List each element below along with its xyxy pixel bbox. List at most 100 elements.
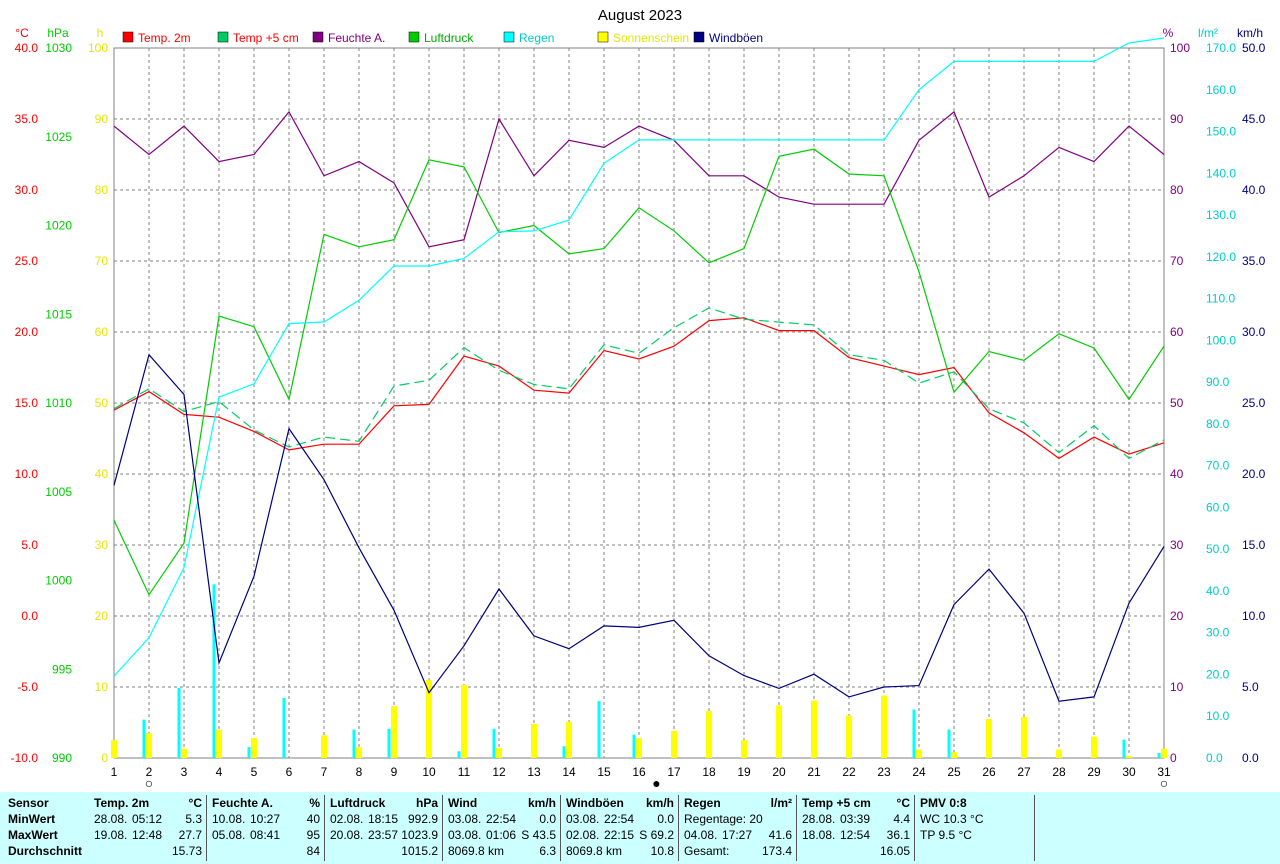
- sunshine-bar: [636, 738, 642, 758]
- stat-box-feuchte-a-: Feuchte A.% 10.08. 10:27 40 05.08. 08:41 95 84: [206, 795, 325, 861]
- stat-header: Wind km/h: [448, 795, 556, 811]
- stat-max-row: 04.08. 17:27 41.6: [684, 827, 792, 843]
- stat-value: 0.0: [657, 812, 674, 826]
- sunshine-bar: [146, 733, 152, 758]
- humidity-tick-label: 30: [1170, 538, 1184, 552]
- pressure-tick-label: 1000: [45, 574, 72, 588]
- rain-tick-label: 160.0: [1206, 83, 1236, 97]
- x-tick-label: 13: [527, 765, 541, 779]
- sunshine-bar: [741, 740, 747, 758]
- temp-unit-label: °C: [15, 26, 29, 40]
- row-label-sensor: Sensor: [8, 796, 49, 810]
- legend-label: Temp. 2m: [138, 31, 191, 45]
- x-tick-label: 1: [111, 765, 118, 779]
- stat-header: Windböen km/h: [566, 795, 674, 811]
- stat-unit: km/h: [527, 796, 556, 810]
- stat-value: S 43.5: [521, 828, 556, 842]
- stat-date: 05.08.: [212, 828, 246, 842]
- stat-date: 28.08.: [802, 812, 836, 826]
- sunshine-bar: [1021, 716, 1027, 758]
- stat-header: PMV 0:8: [920, 795, 1030, 811]
- humidity-tick-label: 100: [1170, 41, 1190, 55]
- stat-sensor-name: PMV 0:8: [920, 796, 967, 810]
- stat-header: Temp. 2m °C: [94, 795, 202, 811]
- pressure-unit-label: hPa: [47, 26, 69, 40]
- temp-tick-label: 25.0: [15, 254, 39, 268]
- x-tick-label: 10: [422, 765, 436, 779]
- pressure-tick-label: 1010: [45, 396, 72, 410]
- temp-tick-label: -5.0: [17, 680, 38, 694]
- stat-box-regen: Regen l/m² Regentage: 20 04.08. 17:27 41.6 Ges…: [678, 795, 797, 861]
- sunshine-bar: [111, 740, 117, 758]
- stat-date: 04.08.: [684, 828, 718, 842]
- pressure-tick-label: 995: [52, 662, 72, 676]
- rain-tick-label: 80.0: [1206, 417, 1230, 431]
- stat-value: S 69.2: [639, 828, 674, 842]
- humidity-tick-label: 80: [1170, 183, 1184, 197]
- rain-tick-label: 170.0: [1206, 41, 1236, 55]
- moon-phase-marker: ●: [652, 775, 660, 791]
- x-tick-label: 6: [286, 765, 293, 779]
- sun_hours-tick-label: 20: [95, 609, 109, 623]
- rain-bar: [632, 734, 636, 758]
- stat-max-row: 02.08. 22:15 S 69.2: [566, 827, 674, 843]
- rain-bar: [457, 751, 461, 758]
- sunshine-bar: [811, 700, 817, 758]
- x-tick-label: 24: [912, 765, 926, 779]
- stat-min-row: 02.08. 18:15 992.9: [330, 811, 438, 827]
- sunshine-bar: [671, 731, 677, 758]
- series-line-windb-en: [113, 353, 1165, 702]
- sun_hours-tick-label: 80: [95, 183, 109, 197]
- sun_hours-unit-label: h: [97, 26, 104, 40]
- stat-min-row: 03.08. 22:54 0.0: [566, 811, 674, 827]
- temp-tick-label: 5.0: [21, 538, 38, 552]
- x-tick-label: 31: [1157, 765, 1171, 779]
- wind-tick-label: 20.0: [1242, 467, 1266, 481]
- rain-tick-label: 130.0: [1206, 208, 1236, 222]
- stat-time: 03:39: [840, 812, 871, 826]
- stat-sensor-name: Temp. 2m: [94, 796, 150, 810]
- rain-bar: [492, 728, 496, 758]
- sun_hours-tick-label: 70: [95, 254, 109, 268]
- stat-min-row: 03.08. 22:54 0.0: [448, 811, 556, 827]
- wind-tick-label: 15.0: [1242, 538, 1266, 552]
- stat-max-row: 19.08. 12:48 27.7: [94, 827, 202, 843]
- sunshine-bar: [916, 749, 922, 758]
- wind-tick-label: 45.0: [1242, 112, 1266, 126]
- wind-tick-label: 35.0: [1242, 254, 1266, 268]
- sun_hours-tick-label: 50: [95, 396, 109, 410]
- pressure-tick-label: 1025: [45, 130, 72, 144]
- rain-bar: [1157, 752, 1161, 758]
- stat-min-row: 10.08. 10:27 40: [212, 811, 320, 827]
- legend-label: Regen: [519, 31, 554, 45]
- legend-label: Feuchte A.: [328, 31, 385, 45]
- legend-swatch: [312, 31, 324, 43]
- sunshine-bar: [216, 729, 222, 758]
- temp-tick-label: 15.0: [15, 396, 39, 410]
- stat-time: 18:15: [368, 812, 399, 826]
- legend-swatch: [217, 31, 229, 43]
- stat-min-row: WC 10.3 °C: [920, 811, 1030, 827]
- series-line-regen: [113, 37, 1165, 677]
- sunshine-bar: [1056, 749, 1062, 758]
- x-tick-label: 27: [1017, 765, 1031, 779]
- rain-bar: [562, 746, 566, 758]
- moon-phase-marker: ○: [145, 775, 153, 791]
- sunshine-bar: [881, 695, 887, 758]
- x-tick-label: 11: [458, 765, 471, 779]
- x-tick-label: 2: [146, 765, 153, 779]
- sunshine-bar: [706, 711, 712, 758]
- stat-value: 1023.9: [401, 828, 438, 842]
- weather-chart: 1 2 3 4 5 6 7 8 9 10 11 12 13 14 15 16 17 18 19 20 21 22 23 24 2…: [11, 7, 1266, 791]
- stat-date: 20.08.: [330, 828, 364, 842]
- stat-date: 8069.8 km: [566, 844, 623, 858]
- x-tick-label: 14: [562, 765, 576, 779]
- sunshine-bar: [181, 748, 187, 758]
- stat-value: 6.3: [539, 844, 556, 858]
- temp-tick-label: 35.0: [15, 112, 39, 126]
- sunshine-bar: [986, 718, 992, 758]
- sunshine-bar: [356, 747, 362, 758]
- x-tick-label: 12: [492, 765, 506, 779]
- chart-title: August 2023: [598, 7, 682, 24]
- rain-bar: [142, 719, 146, 758]
